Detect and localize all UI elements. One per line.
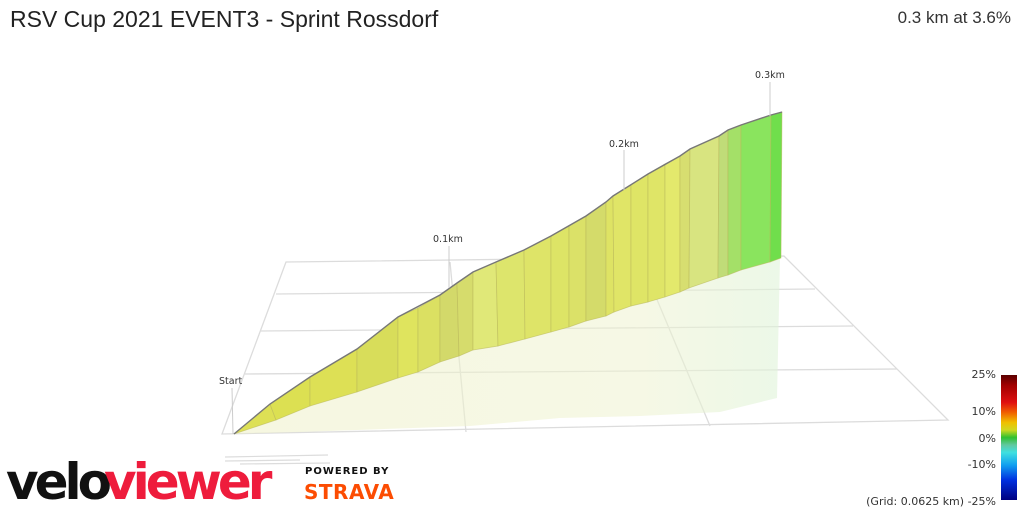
logo-viewer: viewer [104, 453, 273, 504]
logo-velo: velo [6, 453, 111, 504]
legend-tick-minus25-label: -25% [967, 495, 996, 508]
marker-0-1km: 0.1km [433, 234, 463, 245]
legend-tick-25: 25% [971, 368, 996, 381]
strava-logo[interactable]: STRAVA [304, 480, 395, 504]
profile-ribbon [233, 111, 783, 435]
marker-0-2km: 0.2km [609, 139, 639, 150]
legend-tick-minus10: -10% [967, 458, 996, 471]
distance-markers: Start 0.1km 0.2km 0.3km [219, 70, 785, 435]
gradient-legend-bar [1001, 375, 1017, 500]
grid-size-label: (Grid: 0.0625 km) [866, 495, 965, 508]
legend-tick-10: 10% [971, 405, 996, 418]
grid-reflection [224, 454, 331, 465]
legend-tick-0: 0% [978, 432, 996, 445]
page-title: RSV Cup 2021 EVENT3 - Sprint Rossdorf [10, 6, 439, 32]
profile-top-line [233, 111, 783, 435]
powered-by-label: POWERED BY [305, 466, 390, 477]
marker-start: Start [219, 376, 242, 387]
segment-summary: 0.3 km at 3.6% [897, 8, 1011, 27]
veloviewer-logo[interactable]: velo viewer [6, 452, 286, 504]
legend-tick-minus25: (Grid: 0.0625 km) -25% [866, 495, 996, 508]
marker-0-3km: 0.3km [755, 70, 785, 81]
